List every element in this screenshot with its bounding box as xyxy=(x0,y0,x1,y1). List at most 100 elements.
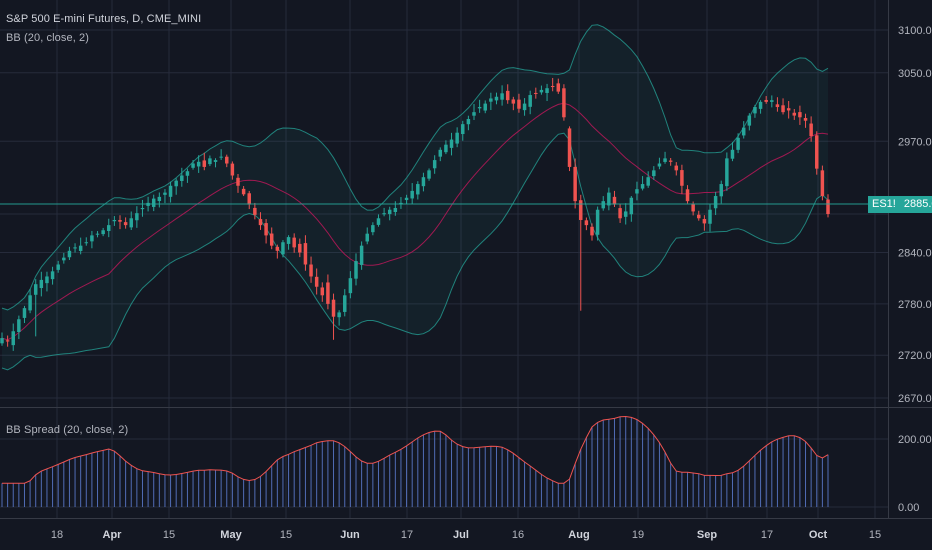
candle-body[interactable] xyxy=(168,185,173,197)
candle-body[interactable] xyxy=(298,243,302,253)
candle-body[interactable] xyxy=(522,103,527,111)
candle-body[interactable] xyxy=(410,190,414,199)
candle-body[interactable] xyxy=(185,171,190,176)
candle-body[interactable] xyxy=(314,276,319,287)
candle-body[interactable] xyxy=(741,127,746,136)
candle-body[interactable] xyxy=(112,219,117,222)
candle-body[interactable] xyxy=(28,295,32,311)
candle-body[interactable] xyxy=(286,237,291,244)
candle-body[interactable] xyxy=(489,98,493,102)
candle-body[interactable] xyxy=(472,112,476,116)
candle-body[interactable] xyxy=(365,233,369,242)
candle-body[interactable] xyxy=(719,184,723,197)
candle-body[interactable] xyxy=(393,208,398,213)
candle-body[interactable] xyxy=(815,135,819,169)
candle-body[interactable] xyxy=(663,158,667,162)
candle-body[interactable] xyxy=(230,163,235,176)
candle-body[interactable] xyxy=(163,192,167,195)
candle-body[interactable] xyxy=(753,107,757,114)
candle-body[interactable] xyxy=(371,225,375,233)
candle-body[interactable] xyxy=(483,103,487,111)
candle-body[interactable] xyxy=(140,208,145,210)
candle-body[interactable] xyxy=(151,198,156,207)
candle-body[interactable] xyxy=(359,245,364,265)
candle-body[interactable] xyxy=(550,86,555,88)
candle-body[interactable] xyxy=(387,209,392,215)
candle-body[interactable] xyxy=(500,93,504,100)
candle-body[interactable] xyxy=(208,158,212,165)
candle-body[interactable] xyxy=(449,139,454,148)
candle-body[interactable] xyxy=(505,90,510,101)
candle-body[interactable] xyxy=(225,156,229,164)
candle-body[interactable] xyxy=(45,276,49,284)
candle-body[interactable] xyxy=(196,161,201,167)
candle-body[interactable] xyxy=(90,235,94,242)
candle-body[interactable] xyxy=(376,218,381,225)
candle-body[interactable] xyxy=(78,245,83,251)
candle-body[interactable] xyxy=(511,99,516,104)
candle-body[interactable] xyxy=(348,278,353,294)
candle-body[interactable] xyxy=(39,279,44,289)
candle-body[interactable] xyxy=(567,128,572,167)
candle-body[interactable] xyxy=(191,163,195,168)
bb-upper-line[interactable] xyxy=(1,24,829,311)
candle-body[interactable] xyxy=(135,213,139,221)
candle-body[interactable] xyxy=(764,99,768,102)
candle-body[interactable] xyxy=(404,197,409,201)
candle-body[interactable] xyxy=(562,88,566,118)
bb-lower-line[interactable] xyxy=(1,132,829,371)
candle-body[interactable] xyxy=(174,180,178,187)
candle-body[interactable] xyxy=(713,196,718,209)
candle-body[interactable] xyxy=(213,160,218,162)
candle-body[interactable] xyxy=(107,225,111,232)
candle-body[interactable] xyxy=(590,226,594,236)
candle-body[interactable] xyxy=(528,95,532,107)
candle-body[interactable] xyxy=(157,196,162,202)
candle-body[interactable] xyxy=(303,243,308,265)
candle-body[interactable] xyxy=(320,287,325,296)
candle-body[interactable] xyxy=(337,312,341,318)
candle-body[interactable] xyxy=(623,211,628,217)
candle-body[interactable] xyxy=(820,170,825,197)
candle-body[interactable] xyxy=(253,207,257,215)
candle-body[interactable] xyxy=(219,156,223,158)
candle-body[interactable] xyxy=(725,158,729,187)
candle-body[interactable] xyxy=(640,184,645,189)
candle-body[interactable] xyxy=(775,104,780,108)
candle-body[interactable] xyxy=(331,299,336,317)
candle-body[interactable] xyxy=(629,197,634,215)
candle-body[interactable] xyxy=(50,271,55,280)
candle-body[interactable] xyxy=(461,124,465,135)
candle-body[interactable] xyxy=(534,92,538,94)
candle-body[interactable] xyxy=(281,242,285,255)
candle-body[interactable] xyxy=(247,193,251,205)
candle-body[interactable] xyxy=(241,188,246,195)
candle-body[interactable] xyxy=(556,83,561,92)
candle-body[interactable] xyxy=(382,213,386,215)
candle-body[interactable] xyxy=(432,160,437,169)
candle-body[interactable] xyxy=(129,218,133,228)
spread-line[interactable] xyxy=(2,415,829,484)
candle-body[interactable] xyxy=(618,208,622,219)
candle-body[interactable] xyxy=(33,284,38,295)
candle-body[interactable] xyxy=(545,88,549,93)
candle-body[interactable] xyxy=(269,233,274,246)
candle-body[interactable] xyxy=(118,220,122,222)
candle-body[interactable] xyxy=(612,196,617,205)
candle-body[interactable] xyxy=(264,223,268,236)
candle-body[interactable] xyxy=(680,170,684,186)
candle-body[interactable] xyxy=(275,246,280,251)
candle-body[interactable] xyxy=(292,237,296,248)
candle-body[interactable] xyxy=(685,189,690,202)
candle-body[interactable] xyxy=(786,108,791,111)
candle-body[interactable] xyxy=(67,250,72,258)
bb-spread-legend[interactable]: BB Spread (20, close, 2) xyxy=(6,424,129,436)
candle-body[interactable] xyxy=(236,177,240,186)
candle-body[interactable] xyxy=(674,165,679,171)
candle-body[interactable] xyxy=(101,230,105,235)
candle-body[interactable] xyxy=(258,219,263,226)
candle-body[interactable] xyxy=(573,166,577,202)
candle-body[interactable] xyxy=(657,163,662,167)
candle-body[interactable] xyxy=(22,308,27,318)
